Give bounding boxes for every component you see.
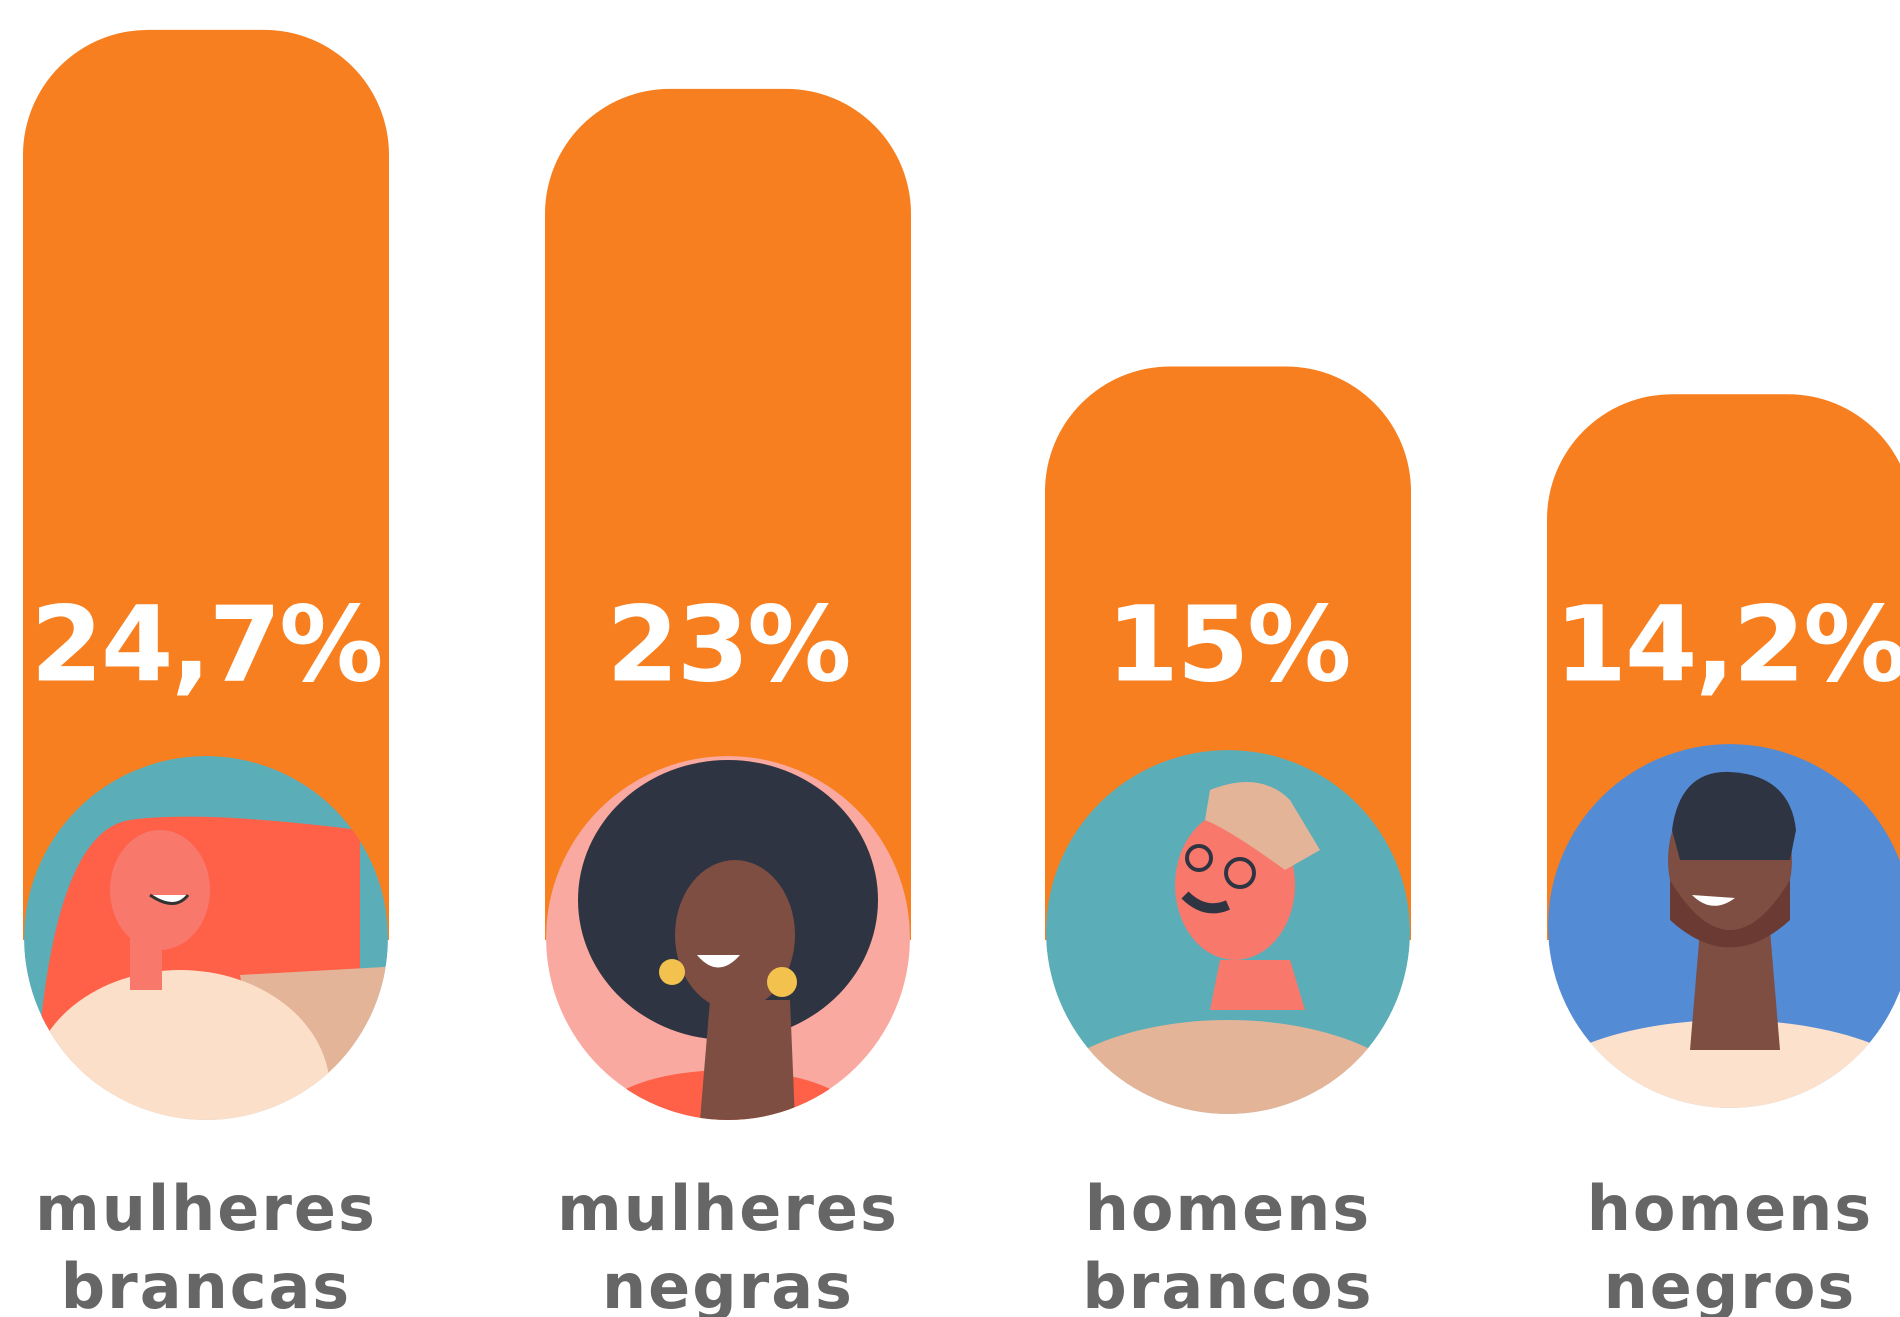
category-label: homens negros xyxy=(1586,1172,1874,1317)
value-label: 24,7% xyxy=(31,583,382,705)
category-label: mulheres negras xyxy=(557,1172,899,1317)
avatar xyxy=(1548,744,1900,1108)
avatar xyxy=(1046,750,1410,1114)
category-label: homens brancos xyxy=(1082,1172,1374,1317)
bar xyxy=(545,88,912,940)
value-label: 14,2% xyxy=(1555,583,1900,705)
bar xyxy=(23,29,389,941)
value-label: 15% xyxy=(1107,583,1350,705)
avatars xyxy=(24,744,1900,1120)
value-labels: 24,7% 23% 15% 14,2% xyxy=(31,583,1900,705)
avatar xyxy=(546,756,910,1120)
category-label: mulheres brancas xyxy=(35,1172,377,1317)
value-label: 23% xyxy=(607,583,850,705)
